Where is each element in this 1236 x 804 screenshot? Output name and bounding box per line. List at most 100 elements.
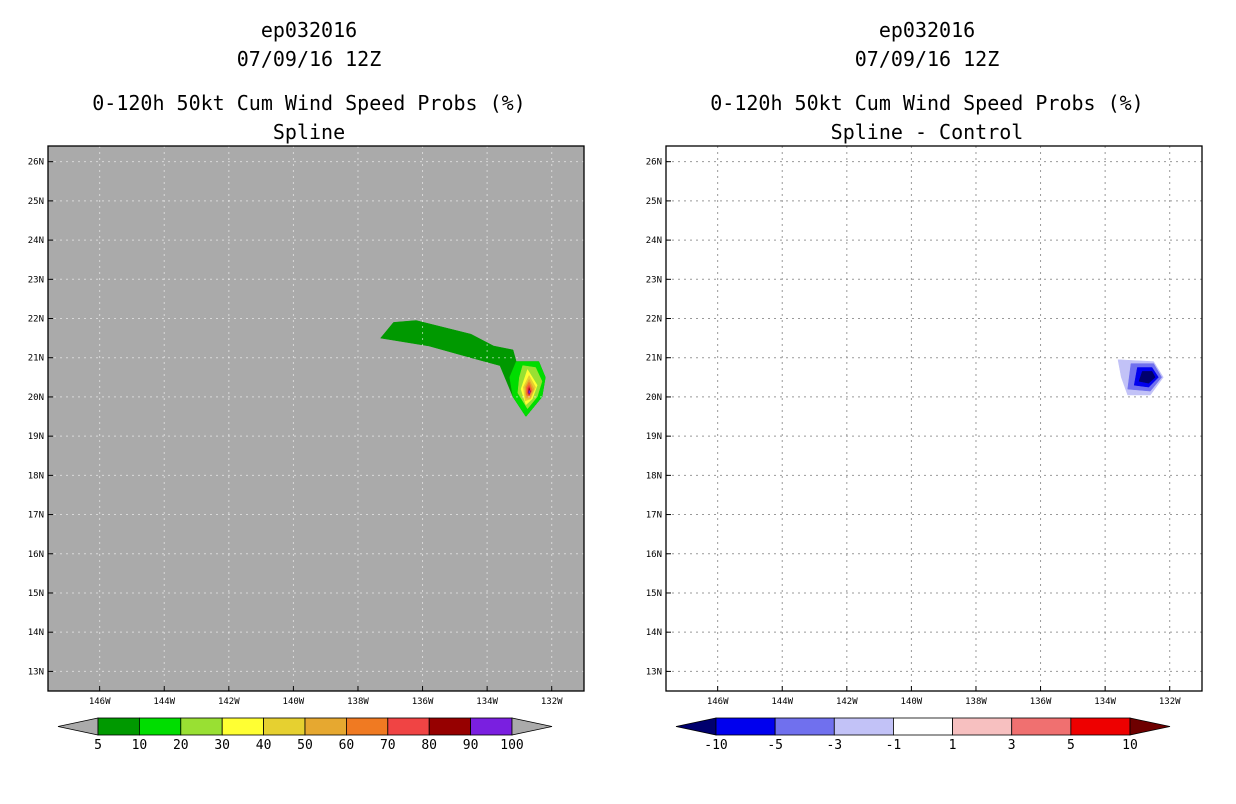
x-tick-label: 132W xyxy=(1159,697,1181,707)
colorbar-segment xyxy=(715,717,776,736)
colorbar-label: 70 xyxy=(380,738,396,753)
y-tick-label: 14N xyxy=(28,628,44,638)
colorbar-segment xyxy=(97,717,140,736)
x-tick-label: 136W xyxy=(1030,697,1052,707)
y-tick-label: 18N xyxy=(646,471,662,481)
contours xyxy=(380,320,546,417)
y-tick-label: 23N xyxy=(646,275,662,285)
plot-frame xyxy=(665,145,1203,692)
panel-spline: ep032016 07/09/16 12Z 0-120h 50kt Cum Wi… xyxy=(28,18,585,753)
colorbar-right-arrow xyxy=(1129,717,1171,736)
y-axis-ticks: 13N 14N 15N 16N 17N 18N 19N 20N 21N 22N 23N 24N 25N 2… xyxy=(646,158,671,677)
colorbar-segment xyxy=(470,717,513,736)
colorbar-label: 50 xyxy=(297,738,313,753)
y-tick-label: 22N xyxy=(28,315,44,325)
y-tick-label: 16N xyxy=(28,550,44,560)
colorbar-label: -10 xyxy=(704,738,727,753)
contour--10 xyxy=(1138,371,1156,384)
panel-spline-minus-control: ep032016 07/09/16 12Z 0-120h 50kt Cum Wi… xyxy=(646,18,1203,753)
panel-subtitle: 07/09/16 12Z xyxy=(855,47,1000,71)
y-tick-label: 26N xyxy=(646,158,662,168)
colorbar-label: -3 xyxy=(826,738,842,753)
panel-subtitle2: Spline xyxy=(273,120,345,144)
colorbar: 5 10 20 30 40 50 60 70 80 90 100 xyxy=(57,717,553,753)
colorbar-segment xyxy=(304,717,347,736)
colorbar-segment xyxy=(1070,717,1131,736)
colorbar-segment xyxy=(1011,717,1072,736)
colorbar-label: -1 xyxy=(886,738,902,753)
colorbar-right-arrow xyxy=(511,717,553,736)
y-axis-ticks: 13N 14N 15N 16N 17N 18N 19N 20N 21N 22N 23N 24N 25N 2… xyxy=(28,158,53,677)
colorbar-segment xyxy=(428,717,472,736)
colorbar-label: 20 xyxy=(173,738,189,753)
y-tick-label: 21N xyxy=(646,354,662,364)
grid xyxy=(48,146,584,691)
x-tick-label: 134W xyxy=(1094,697,1116,707)
colorbar-label: 1 xyxy=(949,738,957,753)
plot-area xyxy=(666,146,1202,691)
y-tick-label: 24N xyxy=(28,236,44,246)
colorbar-segment xyxy=(774,717,835,736)
colorbar-label: 60 xyxy=(339,738,355,753)
y-tick-label: 26N xyxy=(28,158,44,168)
panel-title: ep032016 xyxy=(261,18,357,42)
y-tick-label: 25N xyxy=(646,197,662,207)
grid xyxy=(666,146,1202,691)
colorbar-label: 100 xyxy=(500,738,523,753)
x-tick-label: 140W xyxy=(901,697,923,707)
colorbar-segment xyxy=(345,717,389,736)
colorbar-label: 5 xyxy=(1067,738,1075,753)
colorbar-label: 10 xyxy=(132,738,148,753)
y-tick-label: 19N xyxy=(28,432,44,442)
colorbar-label: 10 xyxy=(1122,738,1138,753)
y-tick-label: 17N xyxy=(646,511,662,521)
y-tick-label: 19N xyxy=(646,432,662,442)
x-tick-label: 146W xyxy=(707,697,729,707)
y-tick-label: 16N xyxy=(646,550,662,560)
colorbar-segment xyxy=(263,717,306,736)
y-tick-label: 20N xyxy=(646,393,662,403)
y-tick-label: 22N xyxy=(646,315,662,325)
y-tick-label: 17N xyxy=(28,511,44,521)
panel-product: 0-120h 50kt Cum Wind Speed Probs (%) xyxy=(710,91,1143,115)
y-tick-label: 20N xyxy=(28,393,44,403)
x-tick-label: 138W xyxy=(347,697,369,707)
y-tick-label: 15N xyxy=(28,589,44,599)
colorbar-segment xyxy=(387,717,430,736)
panel-subtitle2: Spline - Control xyxy=(831,120,1024,144)
contours xyxy=(1117,359,1164,396)
colorbar-segment xyxy=(180,717,223,736)
colorbar-segment xyxy=(138,717,182,736)
x-tick-label: 144W xyxy=(771,697,793,707)
colorbar-label: 90 xyxy=(463,738,479,753)
colorbar-segment xyxy=(221,717,264,736)
panel-product: 0-120h 50kt Cum Wind Speed Probs (%) xyxy=(92,91,525,115)
y-tick-label: 21N xyxy=(28,354,44,364)
x-tick-label: 132W xyxy=(541,697,563,707)
x-axis-ticks: 146W 144W 142W 140W 138W 136W 134W 132W xyxy=(89,686,563,707)
x-axis-ticks: 146W 144W 142W 140W 138W 136W 134W 132W xyxy=(707,686,1181,707)
panel-title: ep032016 xyxy=(879,18,975,42)
y-tick-label: 15N xyxy=(646,589,662,599)
y-tick-label: 14N xyxy=(646,628,662,638)
y-tick-label: 25N xyxy=(28,197,44,207)
x-tick-label: 146W xyxy=(89,697,111,707)
colorbar: -10 -5 -3 -1 1 3 5 10 xyxy=(675,717,1171,753)
x-tick-label: 142W xyxy=(218,697,240,707)
colorbar-segment xyxy=(833,717,894,736)
colorbar-segment xyxy=(893,717,953,736)
x-tick-label: 140W xyxy=(283,697,305,707)
colorbar-label: 3 xyxy=(1008,738,1016,753)
y-tick-label: 18N xyxy=(28,471,44,481)
y-tick-label: 13N xyxy=(646,667,662,677)
y-tick-label: 13N xyxy=(28,667,44,677)
x-tick-label: 144W xyxy=(153,697,175,707)
plot-area xyxy=(48,146,584,691)
colorbar-label: 80 xyxy=(421,738,437,753)
x-tick-label: 142W xyxy=(836,697,858,707)
colorbar-label: -5 xyxy=(767,738,783,753)
y-tick-label: 23N xyxy=(28,275,44,285)
colorbar-label: 5 xyxy=(94,738,102,753)
x-tick-label: 136W xyxy=(412,697,434,707)
